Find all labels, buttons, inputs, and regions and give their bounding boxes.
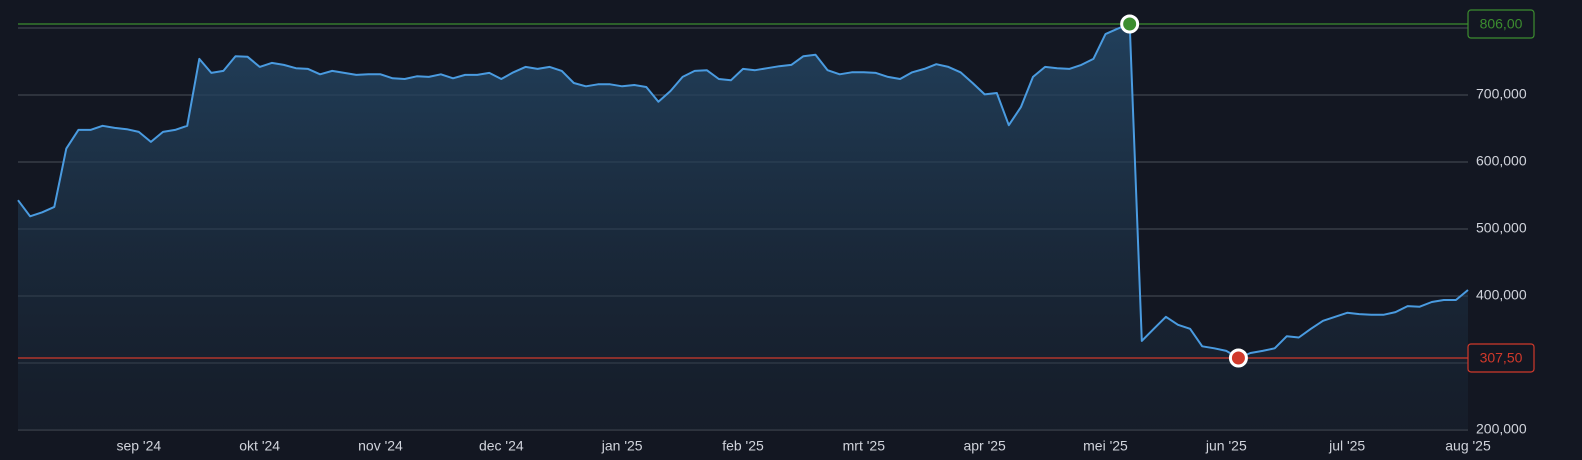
badge-box <box>1467 9 1535 39</box>
price-badge: 307,50 <box>1467 343 1535 373</box>
x-tick-label: jun '25 <box>1205 438 1247 454</box>
price-badge: 806,00 <box>1467 9 1535 39</box>
extreme-marker <box>1228 348 1248 368</box>
x-tick-label: apr '25 <box>963 438 1006 454</box>
x-tick-label: dec '24 <box>479 438 524 454</box>
x-tick-label: mrt '25 <box>843 438 886 454</box>
y-tick-label: 400,000 <box>1476 287 1527 303</box>
price-line <box>17 23 1469 359</box>
x-tick-label: nov '24 <box>358 438 403 454</box>
x-tick-label: jan '25 <box>601 438 643 454</box>
badge-label: 806,00 <box>1480 16 1523 32</box>
x-tick-label: jul '25 <box>1328 438 1365 454</box>
badge-box <box>1467 343 1535 373</box>
y-tick-label: 700,000 <box>1476 86 1527 102</box>
x-tick-label: aug '25 <box>1445 438 1491 454</box>
y-tick-label: 200,000 <box>1476 421 1527 437</box>
x-tick-label: mei '25 <box>1083 438 1128 454</box>
y-tick-label: 600,000 <box>1476 153 1527 169</box>
badge-label: 307,50 <box>1480 350 1523 366</box>
y-tick-label: 500,000 <box>1476 220 1527 236</box>
extreme-marker <box>1120 14 1140 34</box>
x-tick-label: feb '25 <box>722 438 764 454</box>
x-tick-label: okt '24 <box>239 438 280 454</box>
area <box>18 24 1468 430</box>
x-tick-label: sep '24 <box>116 438 161 454</box>
